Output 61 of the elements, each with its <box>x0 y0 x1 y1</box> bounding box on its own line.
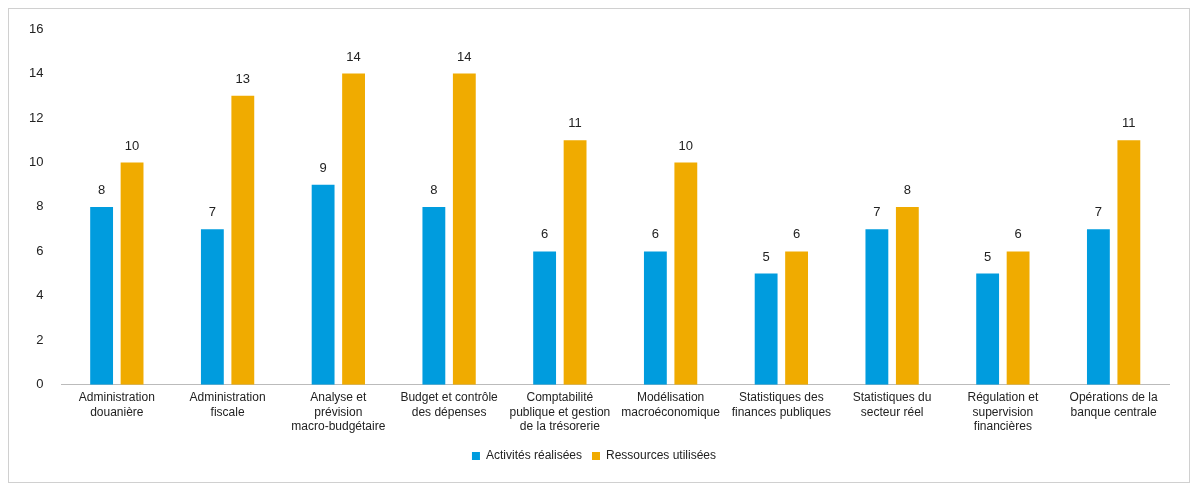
y-tick-label: 4 <box>36 287 44 303</box>
bar <box>120 162 144 385</box>
bar <box>422 206 446 385</box>
data-label: 11 <box>568 115 582 131</box>
x-tick-label: Comptabilité publique et gestion de la trésorerie <box>509 390 611 434</box>
data-label: 6 <box>1014 226 1022 242</box>
bar <box>643 251 667 385</box>
bar <box>1006 251 1030 385</box>
x-tick-label: Administration douanière <box>78 390 155 419</box>
bar <box>865 229 889 385</box>
x-tick-label: Statistiques des finances publiques <box>731 390 832 419</box>
x-tick-label: Modélisation macroéconomique <box>621 390 721 419</box>
y-tick-label: 8 <box>36 198 44 214</box>
data-label: 11 <box>1122 115 1136 131</box>
y-tick-label: 10 <box>28 154 44 169</box>
y-tick-label: 6 <box>36 242 44 258</box>
y-tick-label: 12 <box>28 109 44 125</box>
data-label: 6 <box>651 226 659 242</box>
data-label: 6 <box>792 226 801 242</box>
y-tick-label: 14 <box>28 65 44 81</box>
bar <box>563 140 587 385</box>
data-label: 5 <box>762 248 770 264</box>
bar <box>895 206 919 385</box>
data-label: 10 <box>678 137 694 153</box>
data-label: 7 <box>873 204 881 220</box>
data-label: 14 <box>457 48 472 64</box>
data-label: 9 <box>319 159 327 175</box>
x-tick-label: Opérations de la banque centrale <box>1069 390 1158 419</box>
data-label: 7 <box>208 204 216 220</box>
data-label: 8 <box>903 181 911 197</box>
bar <box>311 184 335 385</box>
bar <box>452 73 476 385</box>
bar <box>754 273 778 385</box>
data-label: 8 <box>97 181 106 197</box>
bar <box>976 273 1000 385</box>
data-label: 7 <box>1094 204 1103 220</box>
y-tick-label: 0 <box>36 376 44 392</box>
bar <box>785 251 809 385</box>
y-tick-label: 16 <box>28 20 44 36</box>
legend-label: Ressources utilisées <box>606 448 717 463</box>
bar <box>533 251 557 385</box>
bar <box>90 206 114 385</box>
data-label: 13 <box>235 70 251 86</box>
data-label: 10 <box>124 137 140 153</box>
data-label: 5 <box>984 248 992 264</box>
data-label: 6 <box>541 226 549 242</box>
y-tick-label: 2 <box>36 331 44 347</box>
bar <box>1117 140 1141 385</box>
x-tick-label: Statistiques du secteur réel <box>852 390 932 419</box>
bar <box>342 73 365 385</box>
bar <box>1086 229 1110 385</box>
data-label: 8 <box>430 181 438 197</box>
x-tick-label: Administration fiscale <box>189 390 266 419</box>
x-tick-label: Régulation et supervision financières <box>967 390 1039 434</box>
data-label: 14 <box>346 48 361 64</box>
bar <box>231 95 255 385</box>
x-tick-label: Analyse et prévision macro-budgétaire <box>291 390 386 434</box>
x-tick-label: Budget et contrôle des dépenses <box>400 390 499 419</box>
bar <box>200 229 224 385</box>
legend-label: Activités réalisées <box>485 448 583 463</box>
bar <box>674 162 698 385</box>
